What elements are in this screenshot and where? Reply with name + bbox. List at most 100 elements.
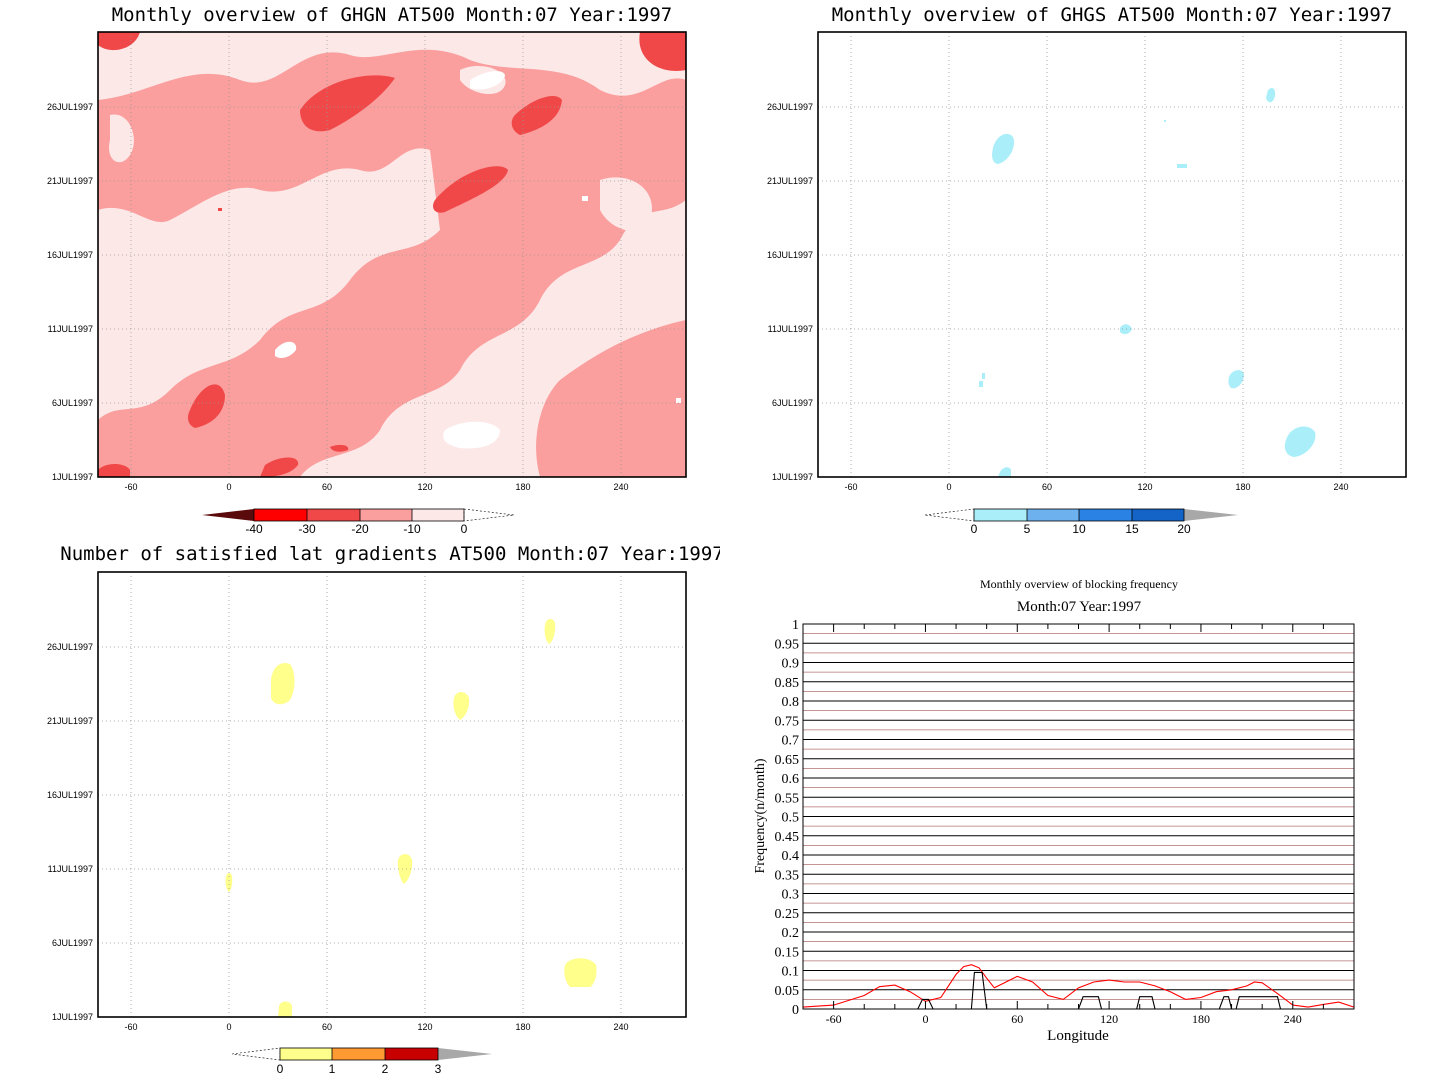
lat-gradients-x-ticks: -60 0 60 120 180 240 [124, 1022, 628, 1032]
y-tick-label: 0.65 [775, 753, 800, 768]
ghgs-colorbar: 0 5 10 15 20 [924, 508, 1238, 536]
colorbar-label: 0 [971, 522, 978, 536]
y-tick-label: 1 [792, 618, 799, 633]
colorbar-label: 2 [382, 1062, 389, 1076]
colorbar-swatch [924, 508, 975, 522]
y-tick-label: 0.15 [775, 945, 800, 960]
y-tick-label: 1JUL1997 [52, 472, 93, 482]
y-tick-label: 11JUL1997 [48, 324, 93, 334]
x-tick-label: 180 [515, 482, 530, 492]
ghgs-plot-area [818, 32, 1406, 477]
colorbar-swatch [1132, 509, 1184, 521]
y-tick-label: 26JUL1997 [47, 642, 93, 652]
y-tick-label: 0.05 [775, 984, 800, 999]
ghgn-y-ticks: 26JUL1997 21JUL1997 16JUL1997 11JUL1997 … [47, 102, 93, 482]
colorbar-swatch [463, 508, 515, 522]
lat-gradients-chart: Number of satisfied lat gradients AT500 … [47, 545, 720, 1076]
x-tick-label: -60 [124, 1022, 137, 1032]
y-tick-label: 0.3 [782, 888, 800, 903]
x-tick-label: 0 [922, 1012, 928, 1026]
blocking-frequency-chart: Monthly overview of blocking frequency M… [753, 577, 1355, 1044]
y-tick-label: 0.75 [775, 714, 800, 729]
colorbar-label: 0 [461, 522, 468, 536]
y-tick-label: 21JUL1997 [47, 716, 93, 726]
y-tick-label: 0.85 [775, 676, 800, 691]
y-tick-label: 16JUL1997 [47, 790, 93, 800]
blocking-frequency-ylabel: Frequency(n/month) [753, 758, 768, 873]
y-tick-label: 0.1 [782, 965, 800, 980]
x-tick-label: 240 [613, 482, 628, 492]
series-line [803, 971, 1354, 1010]
blocking-frequency-xlabel: Longitude [1047, 1028, 1109, 1044]
blocking-frequency-subtitle: Month:07 Year:1997 [1017, 599, 1142, 615]
y-tick-label: 0.8 [782, 695, 800, 710]
x-tick-label: 180 [1192, 1012, 1210, 1026]
ghgs-y-ticks: 26JUL1997 21JUL1997 16JUL1997 11JUL1997 … [767, 102, 813, 482]
x-tick-label: 60 [322, 1022, 332, 1032]
colorbar-label: 0 [277, 1062, 284, 1076]
y-tick-label: 0.55 [775, 791, 800, 806]
ghgs-frame [817, 31, 1407, 478]
ghgn-title: Monthly overview of GHGN AT500 Month:07 … [112, 4, 673, 26]
x-tick-label: -60 [844, 482, 857, 492]
y-tick-label: 11JUL1997 [768, 324, 813, 334]
blocking-frequency-grid [803, 623, 1354, 1010]
colorbar-swatch [385, 1048, 438, 1060]
x-tick-label: 0 [226, 1022, 231, 1032]
colorbar-swatch [438, 1048, 492, 1060]
x-tick-label: 120 [1137, 482, 1152, 492]
y-tick-label: 6JUL1997 [52, 398, 93, 408]
y-tick-label: 11JUL1997 [48, 864, 93, 874]
colorbar-label: 3 [435, 1062, 442, 1076]
ghgs-title: Monthly overview of GHGS AT500 Month:07 … [832, 4, 1393, 26]
x-tick-label: 240 [1284, 1012, 1302, 1026]
series-line [802, 964, 1355, 1008]
y-tick-label: 6JUL1997 [52, 938, 93, 948]
x-tick-label: 60 [1042, 482, 1052, 492]
colorbar-label: -10 [403, 522, 421, 536]
x-tick-label: -60 [826, 1012, 842, 1026]
y-tick-label: 0.45 [775, 830, 800, 845]
blocking-frequency-x-ticks: -60 0 60 120 180 240 [826, 624, 1324, 1026]
y-tick-label: 0.25 [775, 907, 800, 922]
lat-gradients-y-ticks: 26JUL1997 21JUL1997 16JUL1997 11JUL1997 … [47, 642, 93, 1022]
lat-gradients-plot-area [98, 572, 686, 1017]
x-tick-label: 120 [417, 1022, 432, 1032]
y-tick-label: 0.7 [782, 734, 800, 749]
y-tick-label: 0.95 [775, 637, 800, 652]
lat-gradients-colorbar: 0 1 2 3 [231, 1047, 492, 1076]
x-tick-label: 180 [1235, 482, 1250, 492]
colorbar-swatch [1079, 509, 1132, 521]
colorbar-swatch [1184, 509, 1238, 521]
x-tick-label: 0 [946, 482, 951, 492]
x-tick-label: 60 [322, 482, 332, 492]
lat-gradients-title: Number of satisfied lat gradients AT500 … [60, 545, 720, 565]
colorbar-swatch [412, 509, 464, 521]
y-tick-label: 16JUL1997 [767, 250, 813, 260]
colorbar-swatch [332, 1048, 385, 1060]
colorbar-swatch [231, 1047, 281, 1061]
x-tick-label: 240 [1333, 482, 1348, 492]
ghgn-plot-area [98, 32, 686, 477]
x-tick-label: 60 [1011, 1012, 1023, 1026]
colorbar-label: 20 [1177, 522, 1191, 536]
ghgs-x-ticks: -60 0 60 120 180 240 [844, 482, 1348, 492]
y-tick-label: 0.5 [782, 811, 800, 826]
y-tick-label: 0.2 [782, 926, 800, 941]
colorbar-swatch [1027, 509, 1079, 521]
y-tick-label: 21JUL1997 [767, 176, 813, 186]
y-tick-label: 1JUL1997 [772, 472, 813, 482]
ghgn-frame [97, 31, 687, 478]
ghgn-x-ticks: -60 0 60 120 180 240 [124, 482, 628, 492]
blocking-frequency-y-ticks: 0 0.05 0.1 0.15 0.2 0.25 0.3 0.35 0.4 0.45 0.5 0.55… [775, 618, 800, 1018]
colorbar-swatch [360, 509, 412, 521]
colorbar-label: 15 [1125, 522, 1139, 536]
colorbar-swatch [254, 509, 307, 521]
colorbar-label: -20 [351, 522, 369, 536]
y-tick-label: 21JUL1997 [47, 176, 93, 186]
x-tick-label: -60 [124, 482, 137, 492]
colorbar-label: 1 [329, 1062, 336, 1076]
y-tick-label: 26JUL1997 [767, 102, 813, 112]
colorbar-label: 5 [1024, 522, 1031, 536]
y-tick-label: 0.4 [782, 849, 800, 864]
